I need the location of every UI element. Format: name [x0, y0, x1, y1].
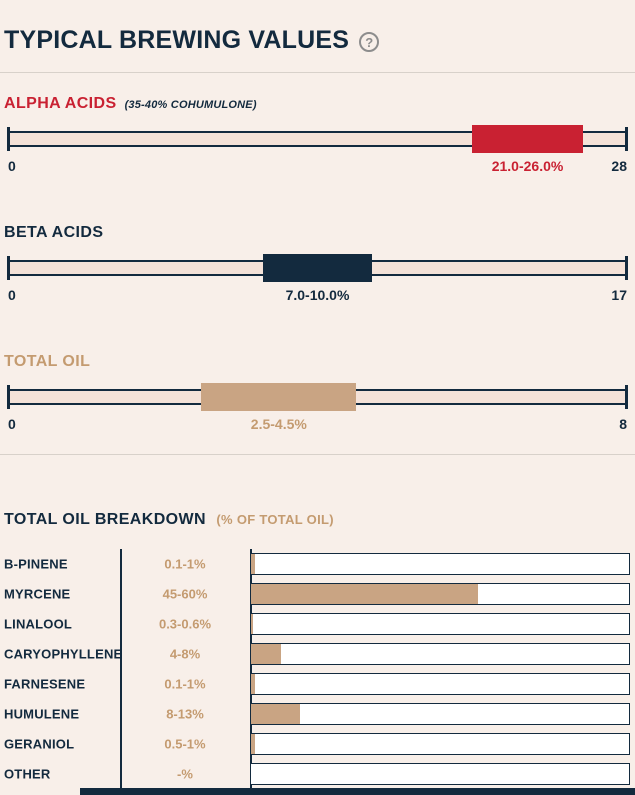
breakdown-title: TOTAL OIL BREAKDOWN — [4, 511, 206, 528]
alpha-acids-title: ALPHA ACIDS — [4, 95, 117, 112]
compound-label: HUMULENE — [4, 706, 80, 722]
scale-max: 28 — [611, 158, 627, 174]
compound-label: B-PINENE — [4, 556, 68, 572]
track-end-tick — [625, 127, 628, 151]
range-fill — [201, 383, 357, 411]
total-oil-title: TOTAL OIL — [4, 353, 91, 370]
compound-bar — [250, 643, 630, 665]
beta-acids-section: BETA ACIDS 0 7.0-10.0% 17 — [0, 224, 635, 305]
range-fill — [472, 125, 583, 153]
compound-range: 0.1-1% — [164, 676, 206, 692]
compound-label: FARNESENE — [4, 676, 86, 692]
compound-bar-fill — [251, 584, 478, 604]
compound-bar — [250, 553, 630, 575]
cohumulone-note: (35-40% COHUMULONE) — [124, 99, 257, 111]
footer-strip — [80, 788, 635, 795]
scale-min: 0 — [8, 158, 16, 174]
compound-range: 45-60% — [162, 586, 208, 602]
total-oil-header: TOTAL OIL — [0, 353, 635, 371]
track-start-tick — [7, 385, 10, 409]
range-value-label: 2.5-4.5% — [250, 416, 307, 432]
compound-bar — [250, 703, 630, 725]
breakdown-heading: TOTAL OIL BREAKDOWN (% OF TOTAL OIL) — [4, 511, 635, 529]
page-header: TYPICAL BREWING VALUES ? — [0, 0, 635, 55]
beta-acids-range-track — [7, 254, 628, 282]
total-oil-range-track — [7, 383, 628, 411]
compound-bar-fill — [251, 734, 255, 754]
range-fill — [262, 254, 373, 282]
breakdown-row: HUMULENE 8-13% — [0, 699, 635, 729]
alpha-acids-section: ALPHA ACIDS (35-40% COHUMULONE) 0 21.0-2… — [0, 95, 635, 176]
compound-bar — [250, 733, 630, 755]
track-start-tick — [7, 256, 10, 280]
compound-bar-fill — [251, 674, 255, 694]
track-end-tick — [625, 256, 628, 280]
range-value-label: 21.0-26.0% — [491, 158, 564, 174]
compound-bar-fill — [251, 704, 301, 724]
scale-min: 0 — [8, 287, 16, 303]
beta-acids-header: BETA ACIDS — [0, 224, 635, 242]
breakdown-subtitle: (% OF TOTAL OIL) — [216, 512, 334, 527]
breakdown-row: OTHER -% — [0, 759, 635, 789]
track-start-tick — [7, 127, 10, 151]
compound-bar-fill — [251, 554, 255, 574]
breakdown-rows: B-PINENE 0.1-1% MYRCENE 45-60% LINALOOL … — [0, 549, 635, 789]
compound-range: 4-8% — [169, 646, 201, 662]
compound-label: CARYOPHYLLENE — [4, 646, 123, 662]
beta-acids-title: BETA ACIDS — [4, 224, 104, 241]
breakdown-row: CARYOPHYLLENE 4-8% — [0, 639, 635, 669]
total-oil-section: TOTAL OIL 0 2.5-4.5% 8 — [0, 353, 635, 434]
table-divider-line — [120, 549, 122, 795]
compound-bar — [250, 613, 630, 635]
total-oil-breakdown-table: B-PINENE 0.1-1% MYRCENE 45-60% LINALOOL … — [0, 549, 635, 795]
alpha-acids-range-track — [7, 125, 628, 153]
section-divider — [0, 72, 635, 73]
scale-max: 17 — [611, 287, 627, 303]
breakdown-row: LINALOOL 0.3-0.6% — [0, 609, 635, 639]
compound-range: 8-13% — [166, 706, 204, 722]
compound-bar — [250, 583, 630, 605]
compound-range: 0.5-1% — [164, 736, 206, 752]
compound-range: -% — [177, 766, 193, 782]
scale-min: 0 — [8, 416, 16, 432]
compound-bar — [250, 763, 630, 785]
range-value-label: 7.0-10.0% — [285, 287, 350, 303]
scale-max: 8 — [619, 416, 627, 432]
breakdown-row: MYRCENE 45-60% — [0, 579, 635, 609]
alpha-acids-header: ALPHA ACIDS (35-40% COHUMULONE) — [0, 95, 635, 113]
compound-label: OTHER — [4, 766, 51, 782]
compound-bar — [250, 673, 630, 695]
alpha-acids-scale: 0 21.0-26.0% 28 — [8, 158, 627, 176]
page-title: TYPICAL BREWING VALUES — [4, 26, 350, 54]
compound-bar-fill — [251, 644, 282, 664]
beta-acids-scale: 0 7.0-10.0% 17 — [8, 287, 627, 305]
breakdown-row: GERANIOL 0.5-1% — [0, 729, 635, 759]
section-divider — [0, 454, 635, 455]
breakdown-row: FARNESENE 0.1-1% — [0, 669, 635, 699]
compound-range: 0.3-0.6% — [158, 616, 212, 632]
total-oil-scale: 0 2.5-4.5% 8 — [8, 416, 627, 434]
compound-label: GERANIOL — [4, 736, 75, 752]
track-end-tick — [625, 385, 628, 409]
compound-label: LINALOOL — [4, 616, 73, 632]
chart-axis-line — [250, 549, 252, 795]
help-icon[interactable]: ? — [359, 32, 380, 52]
compound-label: MYRCENE — [4, 586, 71, 602]
breakdown-row: B-PINENE 0.1-1% — [0, 549, 635, 579]
compound-range: 0.1-1% — [164, 556, 206, 572]
compound-bar-fill — [251, 614, 254, 634]
